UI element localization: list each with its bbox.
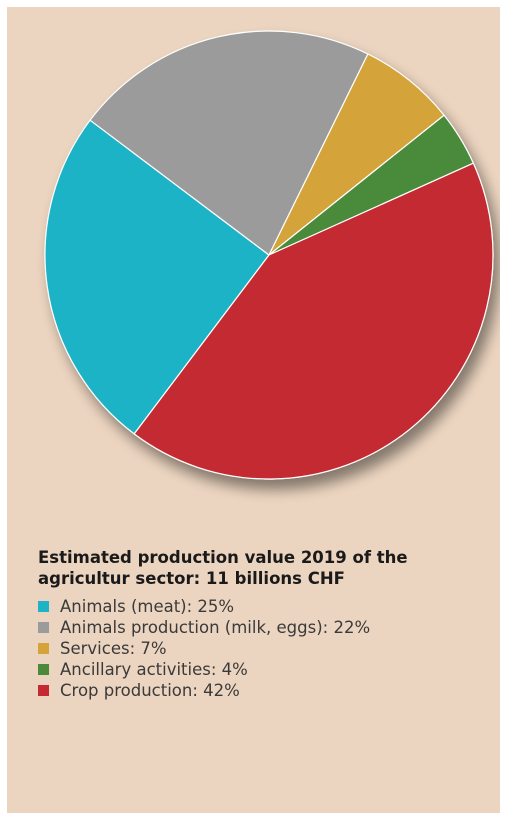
legend-swatch-services	[38, 643, 49, 654]
legend-item-animals-meat: Animals (meat): 25%	[38, 596, 488, 617]
legend-label-animals-production: Animals production (milk, eggs): 22%	[60, 618, 371, 637]
legend-label-ancillary-activities: Ancillary activities: 4%	[60, 660, 248, 679]
pie-chart	[44, 30, 494, 480]
pie-slice-animals-meat	[44, 119, 270, 435]
pie-slices	[44, 30, 494, 480]
legend-label-animals-meat: Animals (meat): 25%	[60, 597, 235, 616]
legend-swatch-animals-meat	[38, 601, 49, 612]
pie-slice-crop-production	[133, 162, 494, 480]
legend-swatch-ancillary-activities	[38, 664, 49, 675]
legend-item-services: Services: 7%	[38, 638, 488, 659]
legend-swatch-crop-production	[38, 685, 49, 696]
chart-card: Estimated production value 2019 of the a…	[7, 7, 500, 813]
legend-item-crop-production: Crop production: 42%	[38, 680, 488, 701]
legend-item-ancillary-activities: Ancillary activities: 4%	[38, 659, 488, 680]
legend-item-animals-production: Animals production (milk, eggs): 22%	[38, 617, 488, 638]
chart-title: Estimated production value 2019 of the a…	[38, 548, 408, 588]
legend-label-crop-production: Crop production: 42%	[60, 681, 240, 700]
pie-slice-animals-production	[89, 30, 369, 256]
legend-swatch-animals-production	[38, 622, 49, 633]
legend-label-services: Services: 7%	[60, 639, 167, 658]
legend: Animals (meat): 25% Animals production (…	[38, 596, 488, 701]
